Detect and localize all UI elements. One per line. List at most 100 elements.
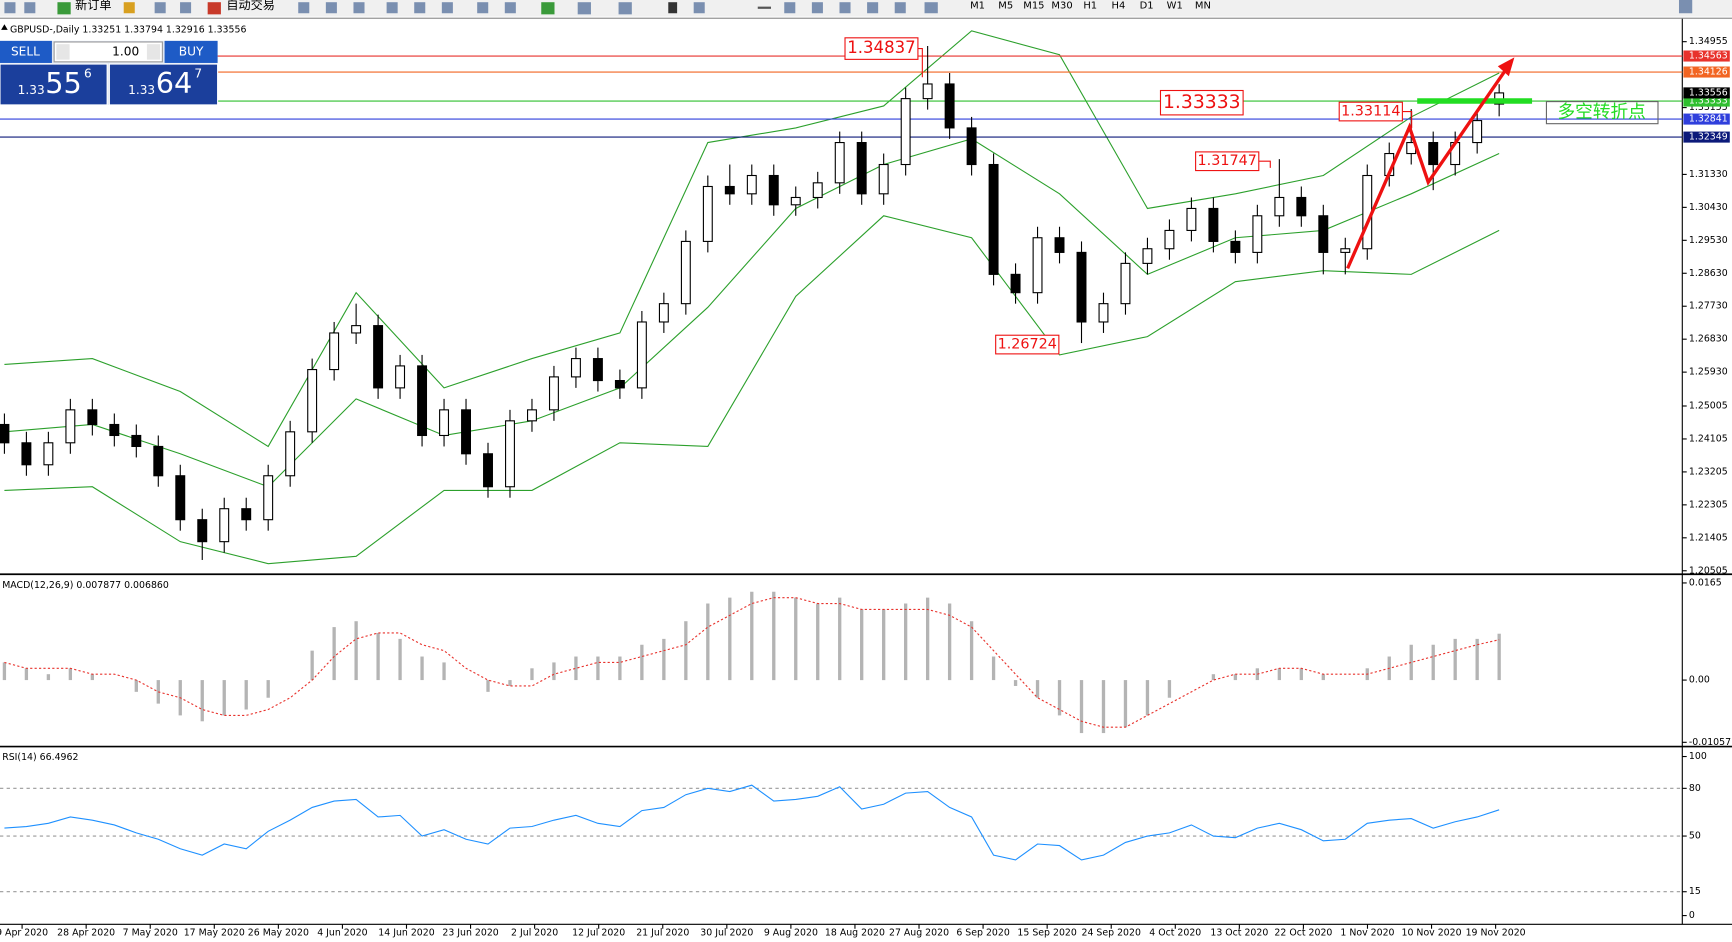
timeframe-button[interactable]: MN bbox=[1195, 1, 1211, 12]
icon[interactable] bbox=[123, 2, 135, 14]
buy-pips: 64 bbox=[156, 66, 193, 100]
candle-body bbox=[680, 240, 691, 305]
icon[interactable] bbox=[325, 2, 337, 14]
sell-button[interactable] bbox=[0, 40, 52, 63]
icon[interactable] bbox=[811, 2, 823, 14]
timeframe-button[interactable]: W1 bbox=[1167, 1, 1183, 12]
candle-body bbox=[966, 127, 977, 166]
x-tick-label: 28 Apr 2020 bbox=[57, 928, 115, 939]
icon[interactable] bbox=[57, 2, 71, 15]
y-tick-label: 80 bbox=[1689, 783, 1701, 794]
candle-body bbox=[1054, 237, 1065, 253]
y-tick-label: 0.00 bbox=[1689, 675, 1710, 686]
annotation-box bbox=[844, 37, 919, 60]
lots-value[interactable]: 1.00 bbox=[112, 44, 139, 58]
timeframe-button[interactable]: M30 bbox=[1051, 1, 1072, 12]
x-tick-label: 26 May 2020 bbox=[248, 928, 309, 939]
icon[interactable] bbox=[441, 2, 453, 14]
sell-label[interactable]: SELL bbox=[11, 44, 40, 58]
level-label: 1.34563 bbox=[1689, 51, 1728, 62]
lots-field[interactable] bbox=[53, 41, 163, 63]
annotation-connector bbox=[1258, 160, 1271, 168]
candle-body bbox=[21, 442, 32, 466]
icon[interactable] bbox=[353, 2, 365, 14]
icon[interactable] bbox=[839, 2, 851, 14]
signal-line bbox=[4, 597, 1500, 728]
rsi-line bbox=[4, 784, 1500, 861]
icon[interactable] bbox=[386, 2, 398, 14]
lots-up[interactable] bbox=[146, 44, 161, 60]
candle-body bbox=[944, 83, 955, 129]
level-label-bg bbox=[1683, 131, 1730, 143]
level-label-bg bbox=[1683, 50, 1730, 62]
icon[interactable] bbox=[894, 2, 906, 14]
icon[interactable] bbox=[154, 2, 166, 14]
candle-body bbox=[461, 409, 471, 455]
annotation: 1.31747 bbox=[1198, 153, 1257, 169]
bollinger-middle bbox=[4, 138, 1500, 488]
icon[interactable] bbox=[298, 2, 310, 14]
icon[interactable] bbox=[693, 2, 705, 14]
icon[interactable] bbox=[24, 2, 36, 14]
icon[interactable] bbox=[541, 2, 555, 15]
auto-trading-button[interactable]: 自动交易 bbox=[226, 0, 275, 12]
candle-body bbox=[922, 83, 933, 100]
timeframe-button[interactable]: H1 bbox=[1083, 1, 1097, 12]
lots-down[interactable] bbox=[56, 44, 70, 60]
timeframe-button[interactable]: M5 bbox=[998, 1, 1013, 12]
sell-big-figure: 1.33 bbox=[18, 83, 45, 97]
candle-body bbox=[790, 196, 801, 206]
candle-body bbox=[570, 358, 581, 378]
icon[interactable] bbox=[4, 2, 16, 14]
y-tick-label: 1.26830 bbox=[1689, 334, 1728, 345]
buy-price-box[interactable] bbox=[108, 63, 219, 106]
candle-body bbox=[527, 409, 537, 422]
candle-body bbox=[812, 182, 823, 199]
icon[interactable] bbox=[180, 2, 192, 14]
icon[interactable] bbox=[867, 2, 879, 14]
icon[interactable] bbox=[504, 2, 516, 14]
icon[interactable] bbox=[207, 2, 221, 15]
level-label-bg bbox=[1683, 95, 1730, 107]
sell-fraction: 6 bbox=[84, 66, 92, 80]
sell-price-box[interactable] bbox=[0, 63, 108, 106]
icon[interactable] bbox=[924, 2, 938, 14]
new-order-button[interactable]: 新订单 bbox=[75, 0, 111, 12]
candle-body bbox=[658, 303, 669, 323]
candle-body bbox=[878, 163, 889, 195]
x-tick-label: 6 Sep 2020 bbox=[956, 928, 1009, 939]
icon[interactable] bbox=[1678, 0, 1693, 14]
timeframes: M1 M5 M15 M30 H1 H4 D1 W1 MN bbox=[970, 1, 1211, 12]
icon[interactable] bbox=[784, 2, 796, 14]
buy-label[interactable]: BUY bbox=[179, 44, 204, 58]
timeframe-button[interactable]: M15 bbox=[1023, 1, 1044, 12]
annotation: 1.33333 bbox=[1163, 92, 1241, 113]
candle-body bbox=[87, 409, 98, 426]
candle-body bbox=[483, 453, 493, 488]
x-tick-label: 19 Nov 2020 bbox=[1466, 928, 1526, 939]
candle-body bbox=[1076, 251, 1087, 323]
buy-button[interactable] bbox=[164, 40, 218, 63]
timeframe-button[interactable]: H4 bbox=[1112, 1, 1126, 12]
x-tick-label: 24 Sep 2020 bbox=[1082, 928, 1141, 939]
icon[interactable] bbox=[668, 2, 678, 14]
rsi-pane: 100 80 50 15 0 RSI(14) 66.4962 bbox=[0, 751, 1707, 921]
icon[interactable] bbox=[618, 2, 632, 15]
timeframe-button[interactable]: M1 bbox=[970, 1, 985, 12]
icon[interactable] bbox=[757, 6, 772, 9]
x-tick-label: 14 Jun 2020 bbox=[378, 928, 434, 939]
icon[interactable] bbox=[577, 2, 591, 15]
level-label-bg bbox=[1683, 113, 1730, 125]
candle-body bbox=[153, 445, 164, 477]
icon[interactable] bbox=[477, 2, 489, 14]
candle-body bbox=[0, 423, 10, 444]
x-tick-label: 1 Nov 2020 bbox=[1340, 928, 1394, 939]
y-tick-label: 1.33155 bbox=[1689, 102, 1728, 113]
icon[interactable] bbox=[414, 2, 426, 14]
candle-body bbox=[1428, 141, 1439, 166]
x-tick-label: 7 May 2020 bbox=[123, 928, 178, 939]
candle-body bbox=[1296, 196, 1307, 217]
timeframe-button[interactable]: D1 bbox=[1140, 1, 1154, 12]
